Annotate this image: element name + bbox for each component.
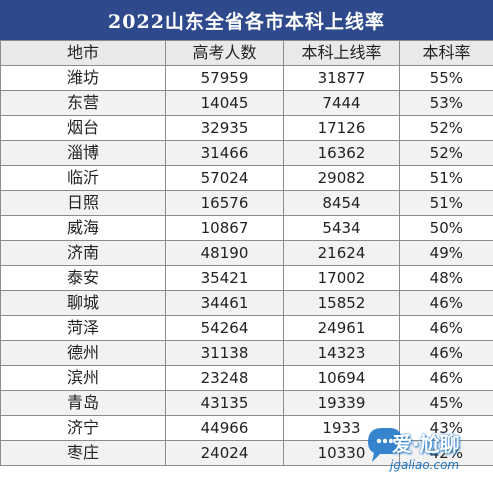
city-cell: 滨州 <box>0 365 166 391</box>
table-row: 滨州 23248 10694 46% <box>0 365 493 391</box>
examinees-cell: 24024 <box>165 440 284 466</box>
city-cell: 德州 <box>0 340 166 366</box>
table-row: 临沂 57024 29082 51% <box>0 165 493 191</box>
city-cell: 泰安 <box>0 265 166 291</box>
table-row: 菏泽 54264 24961 46% <box>0 315 493 341</box>
admitted-cell: 21624 <box>283 240 400 266</box>
column-header-rate: 本科率 <box>399 40 493 66</box>
table-row: 枣庄 24024 10330 42% <box>0 440 493 466</box>
examinees-cell: 54264 <box>165 315 284 341</box>
examinees-cell: 57959 <box>165 65 284 91</box>
rate-cell: 46% <box>399 340 493 366</box>
table-row: 泰安 35421 17002 48% <box>0 265 493 291</box>
rate-cell: 42% <box>399 440 493 466</box>
rate-cell: 46% <box>399 315 493 341</box>
examinees-cell: 31466 <box>165 140 284 166</box>
table-row: 日照 16576 8454 51% <box>0 190 493 216</box>
examinees-cell: 32935 <box>165 115 284 141</box>
admitted-cell: 15852 <box>283 290 400 316</box>
admitted-cell: 16362 <box>283 140 400 166</box>
admitted-cell: 19339 <box>283 390 400 416</box>
watermark-url: jgaliao.com <box>390 458 460 472</box>
city-cell: 烟台 <box>0 115 166 141</box>
examinees-cell: 44966 <box>165 415 284 441</box>
city-cell: 聊城 <box>0 290 166 316</box>
rate-cell: 49% <box>399 240 493 266</box>
rate-cell: 53% <box>399 90 493 116</box>
column-header-city: 地市 <box>0 40 166 66</box>
admitted-cell: 1933 <box>283 415 400 441</box>
city-cell: 济南 <box>0 240 166 266</box>
examinees-cell: 48190 <box>165 240 284 266</box>
rate-cell: 52% <box>399 115 493 141</box>
table-row: 德州 31138 14323 46% <box>0 340 493 366</box>
rate-cell: 52% <box>399 140 493 166</box>
examinees-cell: 23248 <box>165 365 284 391</box>
admitted-cell: 8454 <box>283 190 400 216</box>
admitted-cell: 31877 <box>283 65 400 91</box>
rate-cell: 46% <box>399 365 493 391</box>
table-row: 威海 10867 5434 50% <box>0 215 493 241</box>
table-row: 聊城 34461 15852 46% <box>0 290 493 316</box>
city-cell: 济宁 <box>0 415 166 441</box>
rate-cell: 48% <box>399 265 493 291</box>
city-cell: 淄博 <box>0 140 166 166</box>
rate-cell: 51% <box>399 165 493 191</box>
rate-cell: 43% <box>399 415 493 441</box>
rate-cell: 50% <box>399 215 493 241</box>
city-cell: 青岛 <box>0 390 166 416</box>
city-cell: 临沂 <box>0 165 166 191</box>
table-header-row: 地市 高考人数 本科上线率 本科率 <box>0 40 493 66</box>
watermark-text: 爱·尬聊 <box>392 432 460 456</box>
examinees-cell: 16576 <box>165 190 284 216</box>
rate-cell: 46% <box>399 290 493 316</box>
admitted-cell: 10694 <box>283 365 400 391</box>
admitted-cell: 14323 <box>283 340 400 366</box>
admitted-cell: 17002 <box>283 265 400 291</box>
page-title: 2022山东全省各市本科上线率 <box>0 0 493 40</box>
admitted-cell: 5434 <box>283 215 400 241</box>
city-cell: 潍坊 <box>0 65 166 91</box>
table-row: 济宁 44966 1933 43% <box>0 415 493 441</box>
table-row: 济南 48190 21624 49% <box>0 240 493 266</box>
examinees-cell: 35421 <box>165 265 284 291</box>
examinees-cell: 43135 <box>165 390 284 416</box>
admitted-cell: 17126 <box>283 115 400 141</box>
pass-rate-table: 地市 高考人数 本科上线率 本科率 潍坊 57959 31877 55% 东营 14045… <box>0 40 493 466</box>
admitted-cell: 10330 <box>283 440 400 466</box>
city-cell: 菏泽 <box>0 315 166 341</box>
examinees-cell: 10867 <box>165 215 284 241</box>
examinees-cell: 57024 <box>165 165 284 191</box>
column-header-admitted: 本科上线率 <box>283 40 400 66</box>
table-row: 青岛 43135 19339 45% <box>0 390 493 416</box>
admitted-cell: 29082 <box>283 165 400 191</box>
table-row: 烟台 32935 17126 52% <box>0 115 493 141</box>
city-cell: 东营 <box>0 90 166 116</box>
examinees-cell: 14045 <box>165 90 284 116</box>
admitted-cell: 7444 <box>283 90 400 116</box>
table-row: 东营 14045 7444 53% <box>0 90 493 116</box>
city-cell: 日照 <box>0 190 166 216</box>
rate-cell: 51% <box>399 190 493 216</box>
rate-cell: 45% <box>399 390 493 416</box>
table-row: 潍坊 57959 31877 55% <box>0 65 493 91</box>
city-cell: 威海 <box>0 215 166 241</box>
examinees-cell: 34461 <box>165 290 284 316</box>
table-row: 淄博 31466 16362 52% <box>0 140 493 166</box>
column-header-examinees: 高考人数 <box>165 40 284 66</box>
admitted-cell: 24961 <box>283 315 400 341</box>
city-cell: 枣庄 <box>0 440 166 466</box>
examinees-cell: 31138 <box>165 340 284 366</box>
rate-cell: 55% <box>399 65 493 91</box>
